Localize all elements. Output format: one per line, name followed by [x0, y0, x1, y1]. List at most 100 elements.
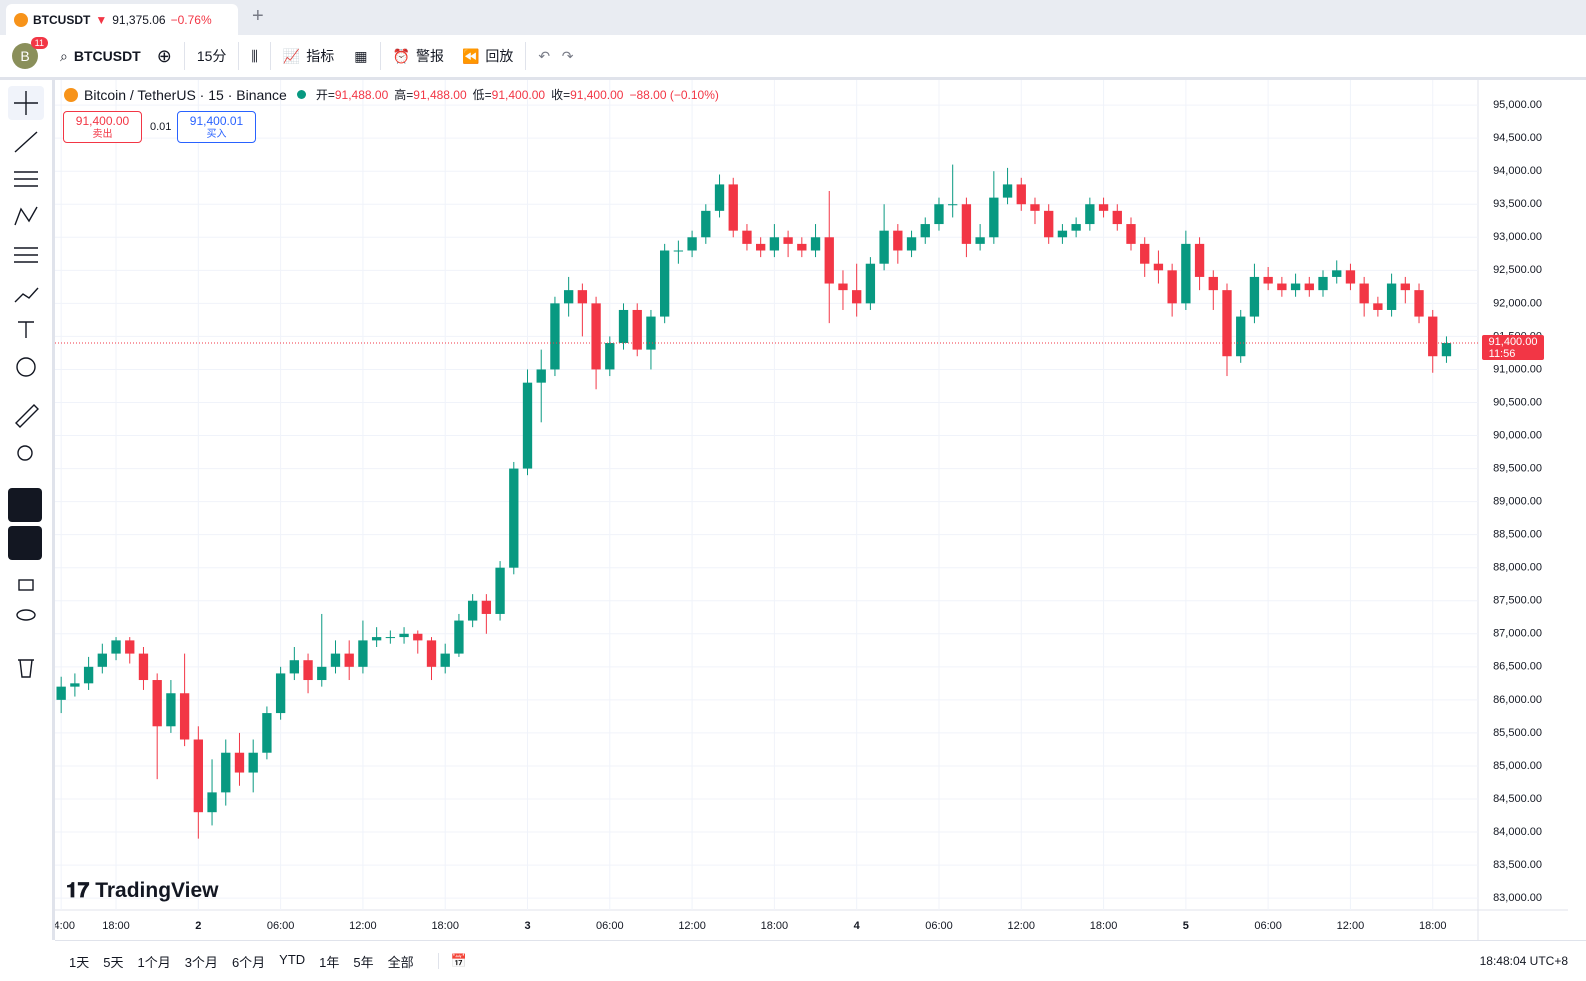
- candle-body: [673, 250, 684, 252]
- candle-body: [330, 653, 341, 667]
- range[interactable]: 5年: [353, 954, 374, 970]
- brush-tool[interactable]: [14, 287, 39, 303]
- candle-body: [1236, 316, 1246, 357]
- magnet-tool[interactable]: [8, 488, 42, 522]
- candle: [1345, 263, 1356, 291]
- candle-body: [454, 620, 464, 654]
- compare[interactable]: ⊕: [156, 45, 172, 66]
- range[interactable]: 5天: [103, 954, 124, 970]
- buy-button[interactable]: 91,400.01 买入: [177, 111, 256, 143]
- candle: [1167, 263, 1177, 317]
- ohlc: 开=91,488.00 高=91,488.00 低=91,400.00 收=91,40…: [316, 86, 624, 103]
- x-tick-label: 18:00: [102, 920, 130, 932]
- x-tick-label: 06:00: [1254, 920, 1282, 932]
- lock-draw-tool[interactable]: [8, 526, 42, 560]
- candle-body: [522, 382, 533, 469]
- trendline-tool[interactable]: [14, 131, 38, 153]
- alerts[interactable]: ⏰ 警报 ⏪ 回放: [381, 42, 527, 70]
- candle: [687, 230, 697, 258]
- range[interactable]: YTD: [279, 951, 306, 967]
- lock-tool[interactable]: [18, 579, 34, 591]
- hide-tool[interactable]: [16, 609, 36, 621]
- candle-body: [275, 673, 286, 714]
- zoom-tool[interactable]: [17, 445, 33, 461]
- candle-body: [413, 633, 423, 641]
- candle-body: [728, 184, 738, 231]
- undo-redo[interactable]: ↶ ↷: [538, 47, 574, 64]
- new-tab[interactable]: +: [252, 5, 264, 27]
- pattern-tool[interactable]: [14, 206, 38, 226]
- candle-body: [207, 792, 217, 813]
- candle: [481, 594, 492, 634]
- candle: [1277, 276, 1287, 297]
- candle-body: [467, 600, 478, 621]
- candle-body: [1016, 184, 1026, 205]
- avatar[interactable]: B 11: [12, 37, 48, 69]
- candle: [262, 706, 272, 760]
- candle-body: [577, 290, 588, 304]
- candle: [234, 732, 245, 786]
- sell-button[interactable]: 91,400.00 卖出: [63, 111, 142, 143]
- candle-body: [56, 686, 66, 700]
- candle-body: [920, 224, 930, 238]
- candle: [728, 177, 738, 238]
- candle: [838, 270, 848, 310]
- candle: [207, 759, 217, 826]
- crosshair-tool[interactable]: [14, 91, 38, 115]
- y-tick-label: 85,000.00: [1493, 760, 1542, 772]
- candle-body: [1290, 283, 1301, 291]
- candle-body: [83, 666, 94, 684]
- range[interactable]: 全部: [387, 954, 414, 970]
- indicators[interactable]: 📈 指标 ▦: [271, 42, 381, 70]
- fib-tool[interactable]: [14, 171, 38, 187]
- candle-body: [1030, 204, 1040, 211]
- badge: 11: [30, 37, 48, 49]
- buy-label: 买入: [206, 129, 227, 140]
- y-tick-label: 85,500.00: [1493, 727, 1542, 739]
- tab[interactable]: BTCUSDT ▼ 91,375.06 −0.76%: [6, 4, 238, 35]
- chart-type[interactable]: ⫼: [239, 42, 271, 70]
- range[interactable]: 1年: [319, 954, 340, 970]
- candle-body: [756, 243, 766, 251]
- emoji-tool[interactable]: [16, 357, 36, 377]
- candle-body: [591, 303, 601, 370]
- candle-body: [536, 369, 546, 383]
- range[interactable]: 3个月: [184, 954, 218, 970]
- x-tick-label: 12:00: [349, 920, 377, 932]
- candle: [769, 224, 780, 258]
- candle-body: [70, 683, 80, 687]
- replay-label[interactable]: 回放: [485, 48, 514, 64]
- candle-body: [1332, 270, 1342, 277]
- candle-body: [1208, 276, 1218, 291]
- templates[interactable]: ▦: [354, 47, 368, 64]
- delete-tool[interactable]: [18, 659, 34, 678]
- candle-body: [934, 204, 944, 225]
- candle-body: [893, 230, 903, 251]
- candle: [509, 461, 519, 575]
- legend: Bitcoin / TetherUS · 15 · Binance 开=91,4…: [64, 86, 719, 103]
- candle-body: [111, 640, 121, 654]
- y-tick-label: 86,000.00: [1493, 694, 1542, 706]
- candle: [920, 217, 930, 244]
- sell-price: 91,400.00: [75, 114, 130, 128]
- range[interactable]: 1个月: [137, 954, 171, 970]
- symbol-search[interactable]: ⌕ BTCUSDT ⊕: [48, 42, 185, 70]
- candle-body: [1373, 303, 1383, 310]
- date-range[interactable]: 📅: [437, 953, 467, 969]
- ruler-tool[interactable]: [15, 404, 39, 428]
- range[interactable]: 6个月: [231, 954, 266, 970]
- candle: [934, 197, 944, 231]
- text-tool[interactable]: [18, 321, 34, 338]
- candle-body: [1277, 283, 1287, 291]
- tab-change: −0.76%: [170, 12, 212, 27]
- range[interactable]: 1天: [69, 954, 90, 970]
- forecast-tool[interactable]: [14, 247, 38, 263]
- logo-mark: 𝟏𝟕: [66, 879, 96, 902]
- candle-body: [481, 600, 492, 614]
- interval[interactable]: 15分: [185, 42, 240, 70]
- candle-body: [1263, 276, 1273, 284]
- candle-body: [1249, 276, 1260, 317]
- y-tick-label: 84,500.00: [1493, 793, 1542, 805]
- y-tick-label: 93,000.00: [1493, 231, 1542, 243]
